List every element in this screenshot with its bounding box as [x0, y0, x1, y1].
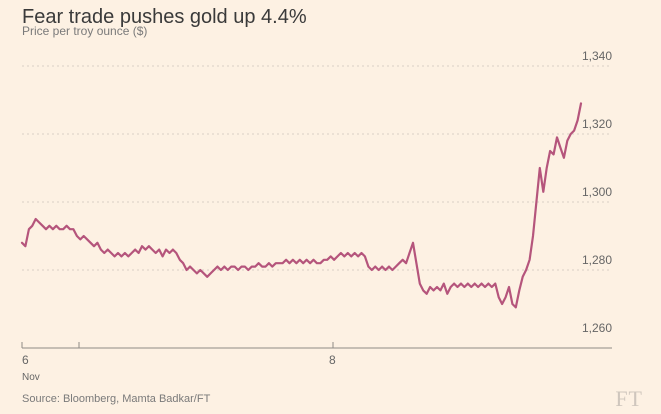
chart-title: Fear trade pushes gold up 4.4% [22, 6, 307, 28]
source-note: Source: Bloomberg, Mamta Badkar/FT [22, 393, 211, 405]
y-tick-label: 1,260 [582, 321, 612, 335]
x-tick-sublabel: Nov [22, 372, 40, 383]
y-tick-label: 1,320 [582, 117, 612, 131]
series-line [20, 102, 583, 309]
x-axis: 6 Nov 8 [21, 342, 612, 383]
x-tick-label: 6 [22, 353, 29, 367]
y-axis-labels: 1,260 1,280 1,300 1,320 1,340 [582, 49, 612, 335]
ft-logo: FT [615, 386, 643, 411]
y-tick-label: 1,300 [582, 185, 612, 199]
chart-subtitle: Price per troy ounce ($) [22, 24, 148, 38]
x-tick-label: 8 [329, 353, 336, 367]
gridlines [22, 65, 612, 271]
y-tick-label: 1,340 [582, 49, 612, 63]
y-tick-label: 1,280 [582, 253, 612, 267]
